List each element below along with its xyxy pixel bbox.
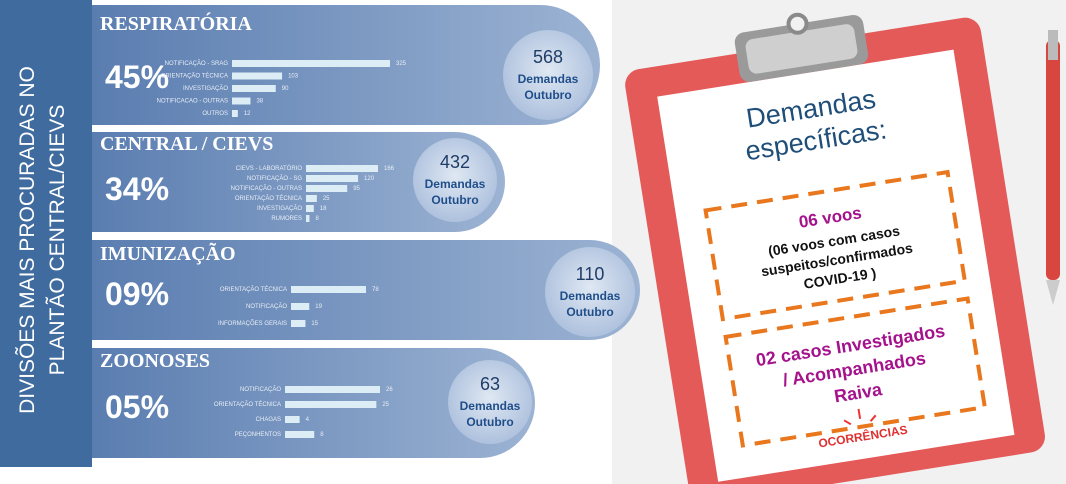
bar-value: 90 bbox=[282, 86, 289, 92]
bar-value: 26 bbox=[386, 387, 393, 393]
share: 34% bbox=[105, 171, 169, 207]
bar-category: NOTIFICACAO - OUTRAS bbox=[157, 99, 228, 105]
bar-category: INFORMAÇÕES GERAIS bbox=[218, 320, 287, 327]
panel-title: IMUNIZAÇÃO bbox=[100, 242, 236, 265]
bar bbox=[232, 110, 238, 117]
total: 110 bbox=[576, 264, 605, 284]
bar-value: 166 bbox=[384, 166, 395, 172]
share: 09% bbox=[105, 276, 169, 312]
bar bbox=[285, 401, 376, 408]
bar bbox=[306, 165, 378, 172]
total-label: Demandas bbox=[560, 289, 621, 303]
share: 05% bbox=[105, 389, 169, 425]
bar bbox=[306, 185, 347, 192]
bar-category: NOTIFICAÇÃO bbox=[246, 303, 287, 310]
bar-category: RUMORES bbox=[271, 216, 302, 222]
bar bbox=[232, 60, 390, 67]
bar-value: 120 bbox=[364, 176, 375, 182]
side-title-line: PLANTÃO CENTRAL/CIEVS bbox=[45, 105, 69, 376]
bar-value: 25 bbox=[323, 196, 330, 202]
bar-value: 15 bbox=[311, 321, 318, 327]
bar-category: CHAGAS bbox=[256, 417, 281, 423]
bar-category: ORIENTAÇÃO TÉCNICA bbox=[161, 73, 228, 80]
bar-value: 25 bbox=[382, 402, 389, 408]
bar-value: 12 bbox=[244, 111, 251, 117]
bar-value: 325 bbox=[396, 61, 407, 67]
panel-title: RESPIRATÓRIA bbox=[100, 11, 252, 35]
side-title-line: DIVISÕES MAIS PROCURADAS NO bbox=[15, 66, 39, 414]
total: 568 bbox=[533, 47, 563, 67]
total-label: Outubro bbox=[431, 193, 478, 207]
pen bbox=[1046, 30, 1060, 305]
share: 45% bbox=[105, 59, 169, 95]
bar-category: OUTROS bbox=[202, 111, 228, 117]
bar bbox=[306, 215, 309, 222]
bar-value: 38 bbox=[256, 99, 263, 105]
bar-category: ORIENTAÇÃO TÉCNICA bbox=[235, 195, 302, 202]
bar bbox=[232, 98, 250, 105]
bar-category: NOTIFICAÇÃO - OUTRAS bbox=[231, 185, 302, 192]
bar bbox=[232, 85, 276, 92]
total: 63 bbox=[480, 374, 500, 394]
bar-category: ORIENTAÇÃO TÉCNICA bbox=[220, 286, 287, 293]
total-label: Demandas bbox=[425, 177, 486, 191]
total: 432 bbox=[440, 152, 470, 172]
bar-category: NOTIFICAÇÃO - SG bbox=[247, 175, 302, 182]
bar bbox=[232, 73, 282, 80]
bar bbox=[285, 416, 300, 423]
bar-category: NOTIFICAÇÃO bbox=[240, 386, 281, 393]
bar bbox=[306, 205, 314, 212]
bar-value: 78 bbox=[372, 287, 379, 293]
bar-category: PEÇONHENTOS bbox=[235, 432, 281, 438]
bar-category: CIEVS - LABORATÓRIO bbox=[236, 165, 303, 172]
bar bbox=[291, 320, 305, 327]
bar-value: 19 bbox=[315, 304, 322, 310]
bar-category: ORIENTAÇÃO TÉCNICA bbox=[214, 401, 281, 408]
bar-value: 18 bbox=[320, 206, 327, 212]
bar bbox=[306, 195, 317, 202]
total-label: Outubro bbox=[524, 88, 571, 102]
total-label: Demandas bbox=[460, 399, 521, 413]
bar-category: NOTIFICAÇÃO - SRAG bbox=[165, 60, 229, 67]
panel-title: CENTRAL / CIEVS bbox=[100, 133, 273, 155]
infographic: DIVISÕES MAIS PROCURADAS NOPLANTÃO CENTR… bbox=[0, 0, 1066, 484]
total-label: Demandas bbox=[518, 72, 579, 86]
clip-hole bbox=[787, 13, 808, 34]
bar bbox=[285, 431, 314, 438]
bar bbox=[306, 175, 358, 182]
bar-value: 103 bbox=[288, 74, 299, 80]
bar-category: INVESTIGAÇÃO bbox=[183, 85, 228, 92]
total-label: Outubro bbox=[566, 305, 613, 319]
bar-value: 95 bbox=[353, 186, 360, 192]
bar bbox=[285, 386, 380, 393]
total-label: Outubro bbox=[466, 415, 513, 429]
panel-title: ZOONOSES bbox=[100, 350, 210, 372]
bar bbox=[291, 303, 309, 310]
bar-category: INVESTIGAÇÃO bbox=[257, 205, 302, 212]
bar bbox=[291, 286, 366, 293]
panels: RESPIRATÓRIA 45% 568 Demandas Outubro NOTIFIC… bbox=[92, 5, 640, 458]
